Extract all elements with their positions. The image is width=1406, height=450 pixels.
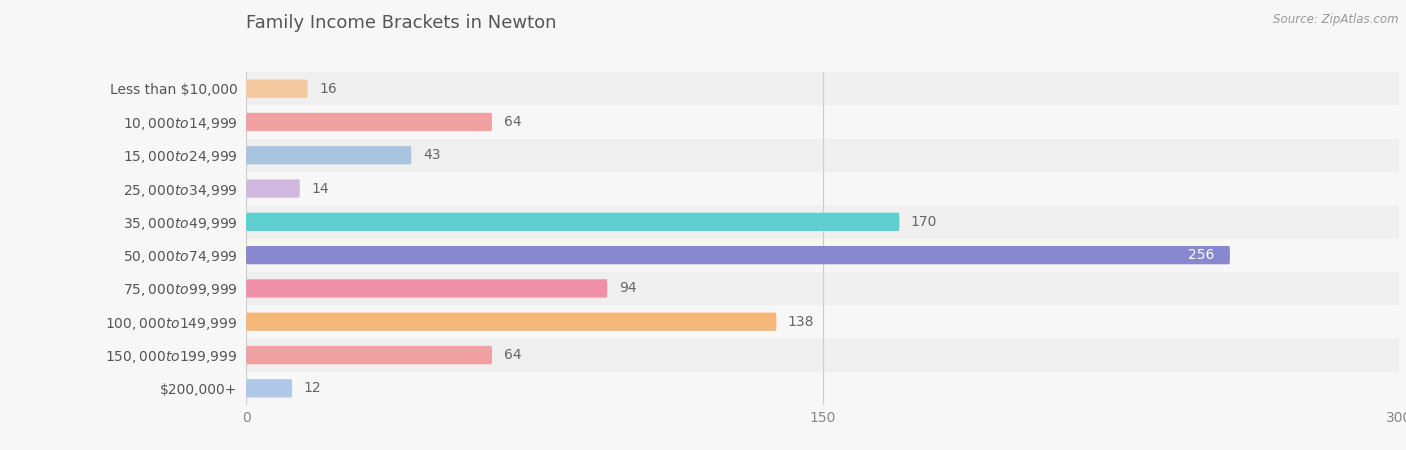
- FancyBboxPatch shape: [246, 238, 1399, 272]
- Text: 170: 170: [911, 215, 938, 229]
- Text: Source: ZipAtlas.com: Source: ZipAtlas.com: [1274, 14, 1399, 27]
- FancyBboxPatch shape: [246, 105, 1399, 139]
- FancyBboxPatch shape: [246, 180, 299, 198]
- FancyBboxPatch shape: [246, 146, 412, 164]
- FancyBboxPatch shape: [246, 279, 607, 297]
- Text: 256: 256: [1188, 248, 1215, 262]
- Text: 43: 43: [423, 148, 440, 162]
- Text: Family Income Brackets in Newton: Family Income Brackets in Newton: [246, 14, 557, 32]
- FancyBboxPatch shape: [246, 346, 492, 364]
- FancyBboxPatch shape: [246, 80, 308, 98]
- FancyBboxPatch shape: [246, 213, 900, 231]
- FancyBboxPatch shape: [246, 372, 1399, 405]
- FancyBboxPatch shape: [246, 313, 776, 331]
- Text: 14: 14: [311, 181, 329, 196]
- Text: 138: 138: [787, 315, 814, 329]
- Text: 94: 94: [619, 281, 637, 296]
- Text: 12: 12: [304, 381, 322, 396]
- FancyBboxPatch shape: [246, 205, 1399, 239]
- Text: 64: 64: [503, 115, 522, 129]
- FancyBboxPatch shape: [246, 113, 492, 131]
- FancyBboxPatch shape: [246, 338, 1399, 372]
- FancyBboxPatch shape: [246, 305, 1399, 338]
- Text: 16: 16: [319, 81, 337, 96]
- FancyBboxPatch shape: [246, 272, 1399, 305]
- FancyBboxPatch shape: [246, 72, 1399, 105]
- FancyBboxPatch shape: [246, 139, 1399, 172]
- FancyBboxPatch shape: [246, 379, 292, 397]
- FancyBboxPatch shape: [246, 172, 1399, 205]
- FancyBboxPatch shape: [246, 246, 1230, 264]
- Text: 64: 64: [503, 348, 522, 362]
